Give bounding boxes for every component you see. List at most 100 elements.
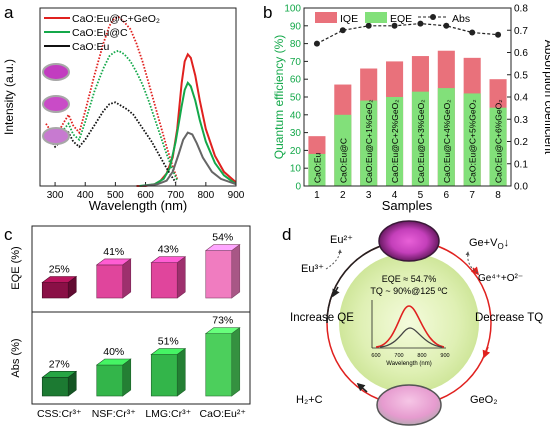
b-x-tick-label: 6 (444, 190, 450, 201)
panel-a-legend: CaO:Eu@C+GeO₂ CaO:Eu@C CaO:Eu (44, 13, 160, 53)
b-y2-tick-label: 0.1 (514, 159, 528, 170)
c-abs-value-label: 73% (212, 315, 233, 327)
panel-letter-d: d (282, 225, 291, 244)
panel-b-plot: 0 10 20 30 40 50 60 70 80 90 100 0.0 0.1 0.2 0.3 0.4 0.5… (284, 4, 528, 202)
b-bar-label: CaO:Eu@C (338, 138, 348, 183)
panel-b: b 01020304050607080901000.00.10.20.30.40… (263, 3, 550, 213)
a-x-tick-label: 500 (107, 190, 124, 201)
c-bar-abs-side (67, 370, 77, 397)
panel-c-frame (31, 225, 251, 405)
label-ge4: Ge⁴⁺+O²⁻ (478, 273, 523, 284)
legend-label-iqe: IQE (340, 13, 358, 25)
b-y2-tick-label: 0.0 (514, 182, 528, 193)
b-abs-point (495, 31, 502, 38)
c-bar-eqe-side (231, 244, 241, 299)
panel-a-frame (39, 7, 237, 187)
b-x-tick-label: 5 (418, 190, 424, 201)
panel-letter-b: b (263, 3, 272, 22)
panel-b-xlabel: Samples (382, 198, 433, 213)
center-glow (339, 253, 479, 393)
panel-c-ylabel-eqe: EQE (%) (10, 246, 22, 289)
label-geo2: GeO₂ (470, 394, 498, 406)
b-x-tick-label: 3 (366, 190, 372, 201)
a-series-line-4 (45, 101, 177, 183)
c-bar-abs-front (96, 364, 124, 397)
c-category-label: LMG:Cr³⁺ (145, 408, 191, 420)
b-y2-tick-label: 0.6 (514, 48, 528, 59)
c-bar-eqe-front (96, 264, 124, 299)
b-y-tick-label: 10 (290, 164, 302, 175)
a-x-tick-label: 700 (167, 190, 184, 201)
b-abs-point (417, 20, 424, 27)
label-h2c: H₂+C (296, 394, 323, 406)
b-x-tick-label: 7 (469, 190, 475, 201)
b-bar-label: CaO:Eu@C+5%GeO₂ (468, 99, 478, 183)
label-tq-value: TQ ~ 90%@125 ºC (370, 286, 448, 296)
b-abs-line (316, 22, 499, 45)
panel-b-frame (303, 7, 512, 187)
b-y-tick-label: 80 (290, 39, 302, 50)
label-eu3: Eu³⁺ (301, 263, 324, 275)
b-y-tick-label: 40 (290, 110, 302, 121)
panel-letter-a: a (4, 3, 14, 22)
c-eqe-value-label: 41% (103, 246, 124, 258)
legend-label-geo2: CaO:Eu@C+GeO₂ (72, 13, 160, 25)
c-bar-abs-front (41, 377, 69, 397)
b-bar-eqe (386, 97, 404, 186)
legend-label-c: CaO:Eu@C (72, 27, 128, 39)
b-y-tick-label: 100 (284, 4, 301, 15)
c-abs-value-label: 27% (49, 358, 70, 370)
a-series-line-1 (136, 52, 237, 187)
c-bar-abs-side (231, 327, 241, 397)
luminescent-powder-photo (378, 220, 440, 262)
b-x-tick-label: 8 (495, 190, 501, 201)
arrow-ge4-to-ge (465, 251, 479, 274)
c-category-label: CSS:Cr³⁺ (37, 408, 82, 420)
c-bar-abs-side (122, 358, 132, 397)
b-bar-eqe (489, 107, 507, 186)
c-bar-eqe-side (122, 258, 132, 299)
b-abs-point (443, 22, 450, 29)
a-x-tick-label: 400 (77, 190, 94, 201)
panel-c-ylabel-abs: Abs (%) (10, 338, 22, 377)
b-x-tick-label: 4 (392, 190, 398, 201)
c-bar-eqe-front (205, 250, 233, 299)
panel-b-y2label: Absorption coefficient (542, 40, 550, 155)
raw-powder-photo (376, 384, 442, 426)
arrow-increase-qe (332, 286, 340, 298)
panel-a-ylabel: Intensity (a.u.) (2, 59, 16, 135)
c-abs-value-label: 40% (103, 346, 124, 358)
inset-curve-red (375, 305, 445, 348)
sample-photo-1 (42, 63, 70, 81)
panel-a: a 300 400 500 600 700 800 900 CaO:Eu@C+GeO₂ Ca… (2, 3, 245, 213)
label-ge-vo-sub: O (497, 242, 503, 251)
b-bar-label: CaO:Eu@C+4%GeO₂ (442, 99, 452, 183)
a-series-line-3 (139, 80, 237, 187)
b-y2-tick-label: 0.3 (514, 115, 528, 126)
b-y-tick-label: 30 (290, 128, 302, 139)
label-decrease-tq: Decrease TQ (475, 312, 543, 324)
a-series-line-2 (45, 49, 179, 182)
c-bar-abs-front (205, 333, 233, 397)
b-bar-label: CaO:Eu@C+3%GeO₂ (416, 99, 426, 183)
c-abs-value-label: 51% (158, 336, 179, 348)
arrow-h2c (356, 382, 368, 393)
c-bar-eqe-side (67, 275, 77, 299)
b-y-tick-label: 70 (290, 57, 302, 68)
panel-letter-c: c (4, 225, 13, 244)
b-abs-point (365, 22, 372, 29)
a-x-tick-label: 300 (47, 190, 64, 201)
b-y2-tick-label: 0.5 (514, 70, 528, 81)
b-y2-tick-label: 0.4 (514, 93, 528, 104)
label-ge-vo-main: Ge+V (469, 237, 498, 249)
inset-xlabel: Wavelength (nm) (386, 361, 431, 367)
b-bar-eqe (308, 153, 326, 186)
b-abs-point (313, 40, 320, 47)
b-y-tick-label: 0 (295, 182, 301, 193)
panel-c-plot: 25% 27% CSS:Cr³⁺ 41% 40% NSF:Cr³⁺ 43% 51% LMG:Cr… (37, 232, 246, 420)
b-bar-eqe (411, 91, 429, 186)
panel-b-ylabel: Quantum efficiency (%) (272, 35, 286, 160)
sample-photos (42, 63, 70, 145)
b-bar-eqe (334, 114, 352, 186)
